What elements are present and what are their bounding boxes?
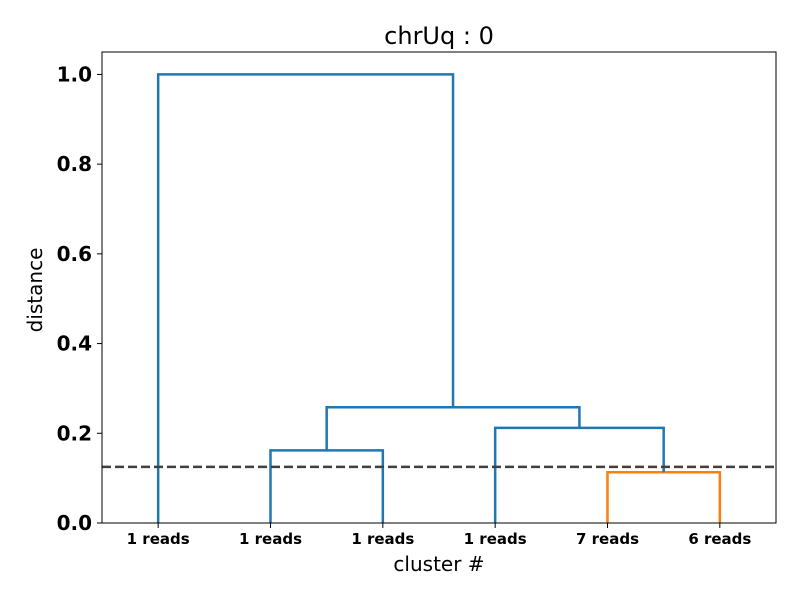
x-tick-label: 1 reads <box>239 530 302 548</box>
dendrogram-link-0 <box>606 471 722 523</box>
x-tick-label: 1 reads <box>351 530 414 548</box>
y-axis-ticks: 0.0 0.2 0.4 0.6 0.8 1.0 <box>57 62 102 535</box>
y-axis-label: distance <box>23 248 47 333</box>
dendrogram-link-4 <box>156 73 455 523</box>
x-tick-label: 7 reads <box>576 530 639 548</box>
y-tick-label: 0.2 <box>57 421 92 445</box>
y-tick-label: 0.0 <box>57 511 92 535</box>
chart-title: chrUq : 0 <box>384 22 494 50</box>
y-tick-label: 0.6 <box>57 242 92 266</box>
dendrogram-links <box>156 73 722 523</box>
x-tick-label: 1 reads <box>127 530 190 548</box>
y-tick-label: 0.8 <box>57 152 92 176</box>
x-axis-ticks: 1 reads 1 reads 1 reads 1 reads 7 reads 6 rea… <box>127 523 751 548</box>
plot-frame <box>101 51 777 524</box>
y-tick-label: 0.4 <box>57 332 92 356</box>
x-tick-label: 6 reads <box>688 530 751 548</box>
x-tick-label: 1 reads <box>464 530 527 548</box>
dendrogram-link-3 <box>325 406 581 451</box>
x-axis-label: cluster # <box>393 552 484 576</box>
dendrogram-link-1 <box>269 449 385 523</box>
dendrogram-link-2 <box>493 426 665 523</box>
y-tick-label: 1.0 <box>57 62 92 86</box>
